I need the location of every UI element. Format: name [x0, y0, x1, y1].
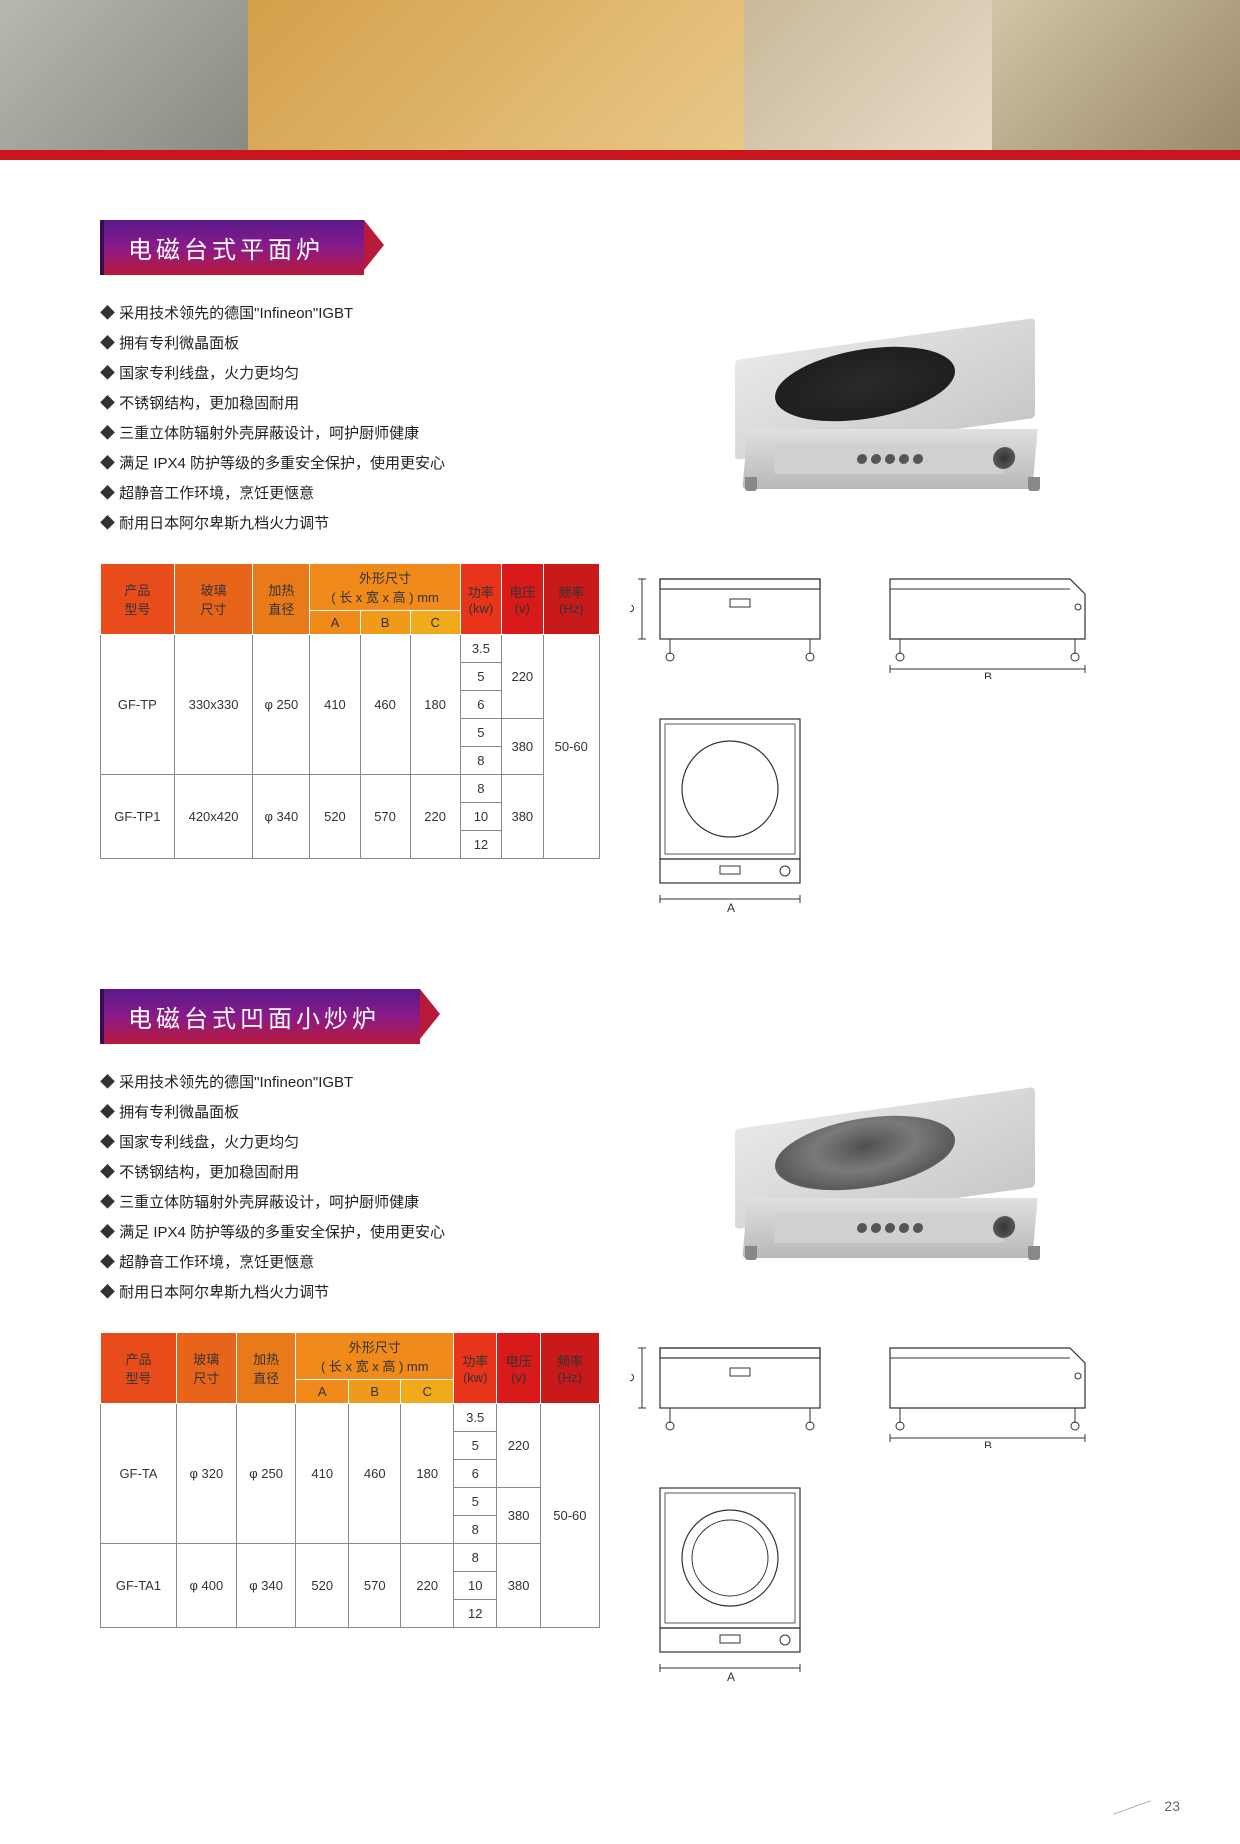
spec-table: 产品型号 玻璃尺寸 加热直径 外形尺寸( 长 x 宽 x 高 ) mm 功率(k… — [100, 1332, 600, 1628]
feature-item: 采用技术领先的德国"Infineon"IGBT — [100, 299, 600, 329]
technical-diagrams: C B A — [630, 559, 1140, 929]
top-plan-diagram: A — [630, 704, 830, 924]
feature-item: 满足 IPX4 防护等级的多重安全保护，使用更安心 — [100, 449, 600, 479]
front-elevation-diagram: C — [630, 1328, 850, 1448]
feature-item: 满足 IPX4 防护等级的多重安全保护，使用更安心 — [100, 1218, 600, 1248]
feature-item: 超静音工作环境，烹饪更惬意 — [100, 1248, 600, 1278]
feature-list: 采用技术领先的德国"Infineon"IGBT拥有专利微晶面板国家专利线盘，火力… — [100, 299, 600, 539]
product-photo — [705, 299, 1065, 539]
feature-item: 拥有专利微晶面板 — [100, 329, 600, 359]
svg-text:A: A — [727, 901, 735, 915]
feature-item: 采用技术领先的德国"Infineon"IGBT — [100, 1068, 600, 1098]
feature-item: 不锈钢结构，更加稳固耐用 — [100, 389, 600, 419]
banner-chef-image — [992, 0, 1240, 150]
feature-item: 不锈钢结构，更加稳固耐用 — [100, 1158, 600, 1188]
feature-item: 三重立体防辐射外壳屏蔽设计，呵护厨师健康 — [100, 419, 600, 449]
spec-table: 产品型号 玻璃尺寸 加热直径 外形尺寸( 长 x 宽 x 高 ) mm 功率(k… — [100, 563, 600, 859]
feature-item: 国家专利线盘，火力更均匀 — [100, 1128, 600, 1158]
banner-kitchen-image — [0, 0, 248, 150]
header-banner — [0, 0, 1240, 160]
section-title: 电磁台式平面炉 — [100, 220, 364, 275]
section-title: 电磁台式凹面小炒炉 — [100, 989, 420, 1044]
side-elevation-diagram: B — [870, 559, 1110, 679]
svg-text:B: B — [984, 1439, 992, 1448]
feature-item: 耐用日本阿尔卑斯九档火力调节 — [100, 509, 600, 539]
feature-item: 超静音工作环境，烹饪更惬意 — [100, 479, 600, 509]
page-number: 23 — [0, 1798, 1240, 1844]
svg-text:B: B — [984, 670, 992, 679]
feature-item: 国家专利线盘，火力更均匀 — [100, 359, 600, 389]
top-plan-diagram: A — [630, 1473, 830, 1693]
product-photo — [705, 1068, 1065, 1308]
feature-item: 耐用日本阿尔卑斯九档火力调节 — [100, 1278, 600, 1308]
svg-text:C: C — [630, 604, 637, 613]
svg-text:A: A — [727, 1670, 735, 1684]
feature-item: 三重立体防辐射外壳屏蔽设计，呵护厨师健康 — [100, 1188, 600, 1218]
side-elevation-diagram: B — [870, 1328, 1110, 1448]
feature-list: 采用技术领先的德国"Infineon"IGBT拥有专利微晶面板国家专利线盘，火力… — [100, 1068, 600, 1308]
banner-chefs-image — [744, 0, 992, 150]
technical-diagrams: C B A — [630, 1328, 1140, 1698]
front-elevation-diagram: C — [630, 559, 850, 679]
section-concave: 电磁台式凹面小炒炉采用技术领先的德国"Infineon"IGBT拥有专利微晶面板… — [100, 989, 1140, 1698]
section-flat: 电磁台式平面炉采用技术领先的德国"Infineon"IGBT拥有专利微晶面板国家… — [100, 220, 1140, 929]
banner-restaurant-image — [248, 0, 744, 150]
svg-text:C: C — [630, 1373, 637, 1382]
feature-item: 拥有专利微晶面板 — [100, 1098, 600, 1128]
